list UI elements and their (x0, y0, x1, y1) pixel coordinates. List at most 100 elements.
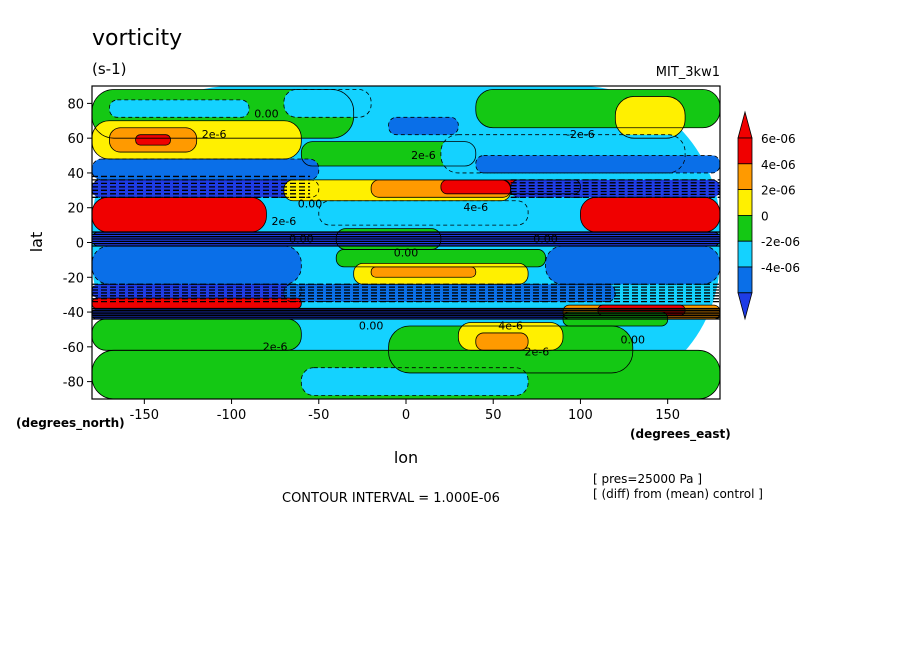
contour-line (370, 179, 512, 198)
contour-label: 2e-6 (202, 128, 227, 141)
contour-line (300, 141, 477, 167)
y-tick-label: 0 (76, 237, 84, 252)
y-units-label: (degrees_north) (16, 416, 125, 431)
x-axis-label: lon (394, 448, 418, 467)
x-units-label: (degrees_east) (630, 427, 731, 442)
contour-label: 2e-6 (411, 149, 436, 162)
contour-line (475, 155, 720, 174)
field-region (283, 89, 372, 118)
note-diff: [ (diff) from (mean) control ] (593, 487, 763, 501)
contour-label: 0.00 (298, 198, 323, 211)
colorbar-extend-low (737, 292, 753, 321)
contour-line (475, 332, 529, 351)
contour-label: 2e-6 (272, 215, 297, 228)
field-region (580, 197, 720, 233)
contour-line (283, 283, 616, 303)
contour-label: 0.00 (254, 107, 279, 120)
field-region (92, 298, 302, 309)
field-region (318, 200, 529, 226)
contour-line (562, 311, 669, 327)
y-tick-label: 40 (67, 167, 84, 182)
contour-label: 0.00 (359, 319, 384, 332)
colorbar-swatch (737, 163, 753, 191)
colorbar: 6e-06 4e-06 2e-06 0 -2e-06 -4e-06 (737, 110, 800, 321)
colorbar-swatch (737, 240, 753, 268)
y-tick-label: 20 (67, 202, 84, 217)
contour-line (597, 304, 686, 316)
contour-line (92, 179, 320, 198)
contour-label: 2e-6 (524, 346, 549, 359)
y-tick-label: -20 (63, 271, 84, 286)
y-tick-label: -80 (63, 376, 84, 391)
x-axis: -150 -100 -50 0 50 100 150 (130, 399, 680, 423)
field-region (92, 319, 302, 351)
field-region (135, 134, 171, 146)
contour-line (388, 325, 634, 374)
contour-label: 2e-6 (263, 340, 288, 353)
x-tick-label: 150 (655, 408, 680, 423)
field-region (92, 179, 319, 198)
contour-line (109, 127, 198, 153)
contour-line (300, 367, 529, 396)
model-label: MIT_3kw1 (656, 65, 720, 80)
field-region (109, 99, 249, 118)
contour-line (135, 134, 171, 146)
contour-line (92, 245, 302, 285)
field-region (615, 96, 686, 139)
field-region (92, 159, 319, 180)
colorbar-swatch (737, 266, 753, 294)
field-region (301, 367, 529, 396)
field-region (388, 117, 459, 135)
colorbar-label: 0 (761, 209, 769, 223)
colorbar-extend-high (737, 110, 753, 139)
contour-line (92, 308, 720, 320)
contour-line (92, 318, 302, 351)
colorbar-label: -4e-06 (761, 261, 800, 275)
x-tick-label: 0 (402, 408, 410, 423)
contour-line (370, 266, 477, 278)
field-region (301, 141, 476, 166)
contour-interval: CONTOUR INTERVAL = 1.000E-06 (282, 491, 500, 506)
colorbar-label: 6e-06 (761, 132, 796, 146)
field-region (475, 332, 529, 351)
contour-label: 4e-6 (463, 201, 488, 214)
vorticity-field (92, 86, 720, 399)
chart-title: vorticity (92, 26, 182, 51)
contour-line (440, 179, 581, 195)
chart-units: (s-1) (92, 60, 126, 78)
x-tick-label: 50 (485, 408, 502, 423)
colorbar-swatch (737, 189, 753, 216)
y-tick-label: 80 (67, 97, 84, 112)
contour-line (475, 89, 720, 129)
x-tick-label: -50 (308, 408, 329, 423)
contour-line (440, 134, 686, 174)
contour-label: 0.00 (289, 233, 314, 246)
contour-line (388, 116, 459, 136)
colorbar-swatch (737, 214, 753, 242)
contour-label: -2e-6 (566, 128, 595, 141)
contour-labels: 0.002e-60.002e-60.002e-64e-60.000.00-2e-… (202, 107, 645, 358)
contour-line (580, 196, 720, 233)
contour-label: 4e-6 (498, 319, 523, 332)
colorbar-swatch (737, 137, 753, 165)
colorbar-label: -2e-06 (761, 235, 800, 249)
y-tick-label: -40 (63, 306, 84, 321)
y-axis-label: lat (27, 232, 46, 253)
contour-label: 0.00 (394, 246, 419, 259)
contour-lines (92, 89, 720, 399)
note-pressure: [ pres=25000 Pa ] (593, 472, 702, 486)
y-tick-label: -60 (63, 341, 84, 356)
plot-area: 0.002e-60.002e-60.002e-64e-60.000.00-2e-… (91, 85, 721, 400)
contour-line (283, 89, 372, 118)
field-region (92, 197, 267, 233)
contour-line (92, 89, 355, 139)
contour-label: 0.00 (533, 233, 558, 246)
contour-label: 0.00 (621, 333, 646, 346)
x-tick-label: -150 (130, 408, 160, 423)
x-tick-label: 100 (568, 408, 593, 423)
field-region (283, 284, 616, 302)
colorbar-label: 4e-06 (761, 158, 796, 172)
contour-line (318, 200, 529, 226)
contour-line (92, 120, 302, 160)
